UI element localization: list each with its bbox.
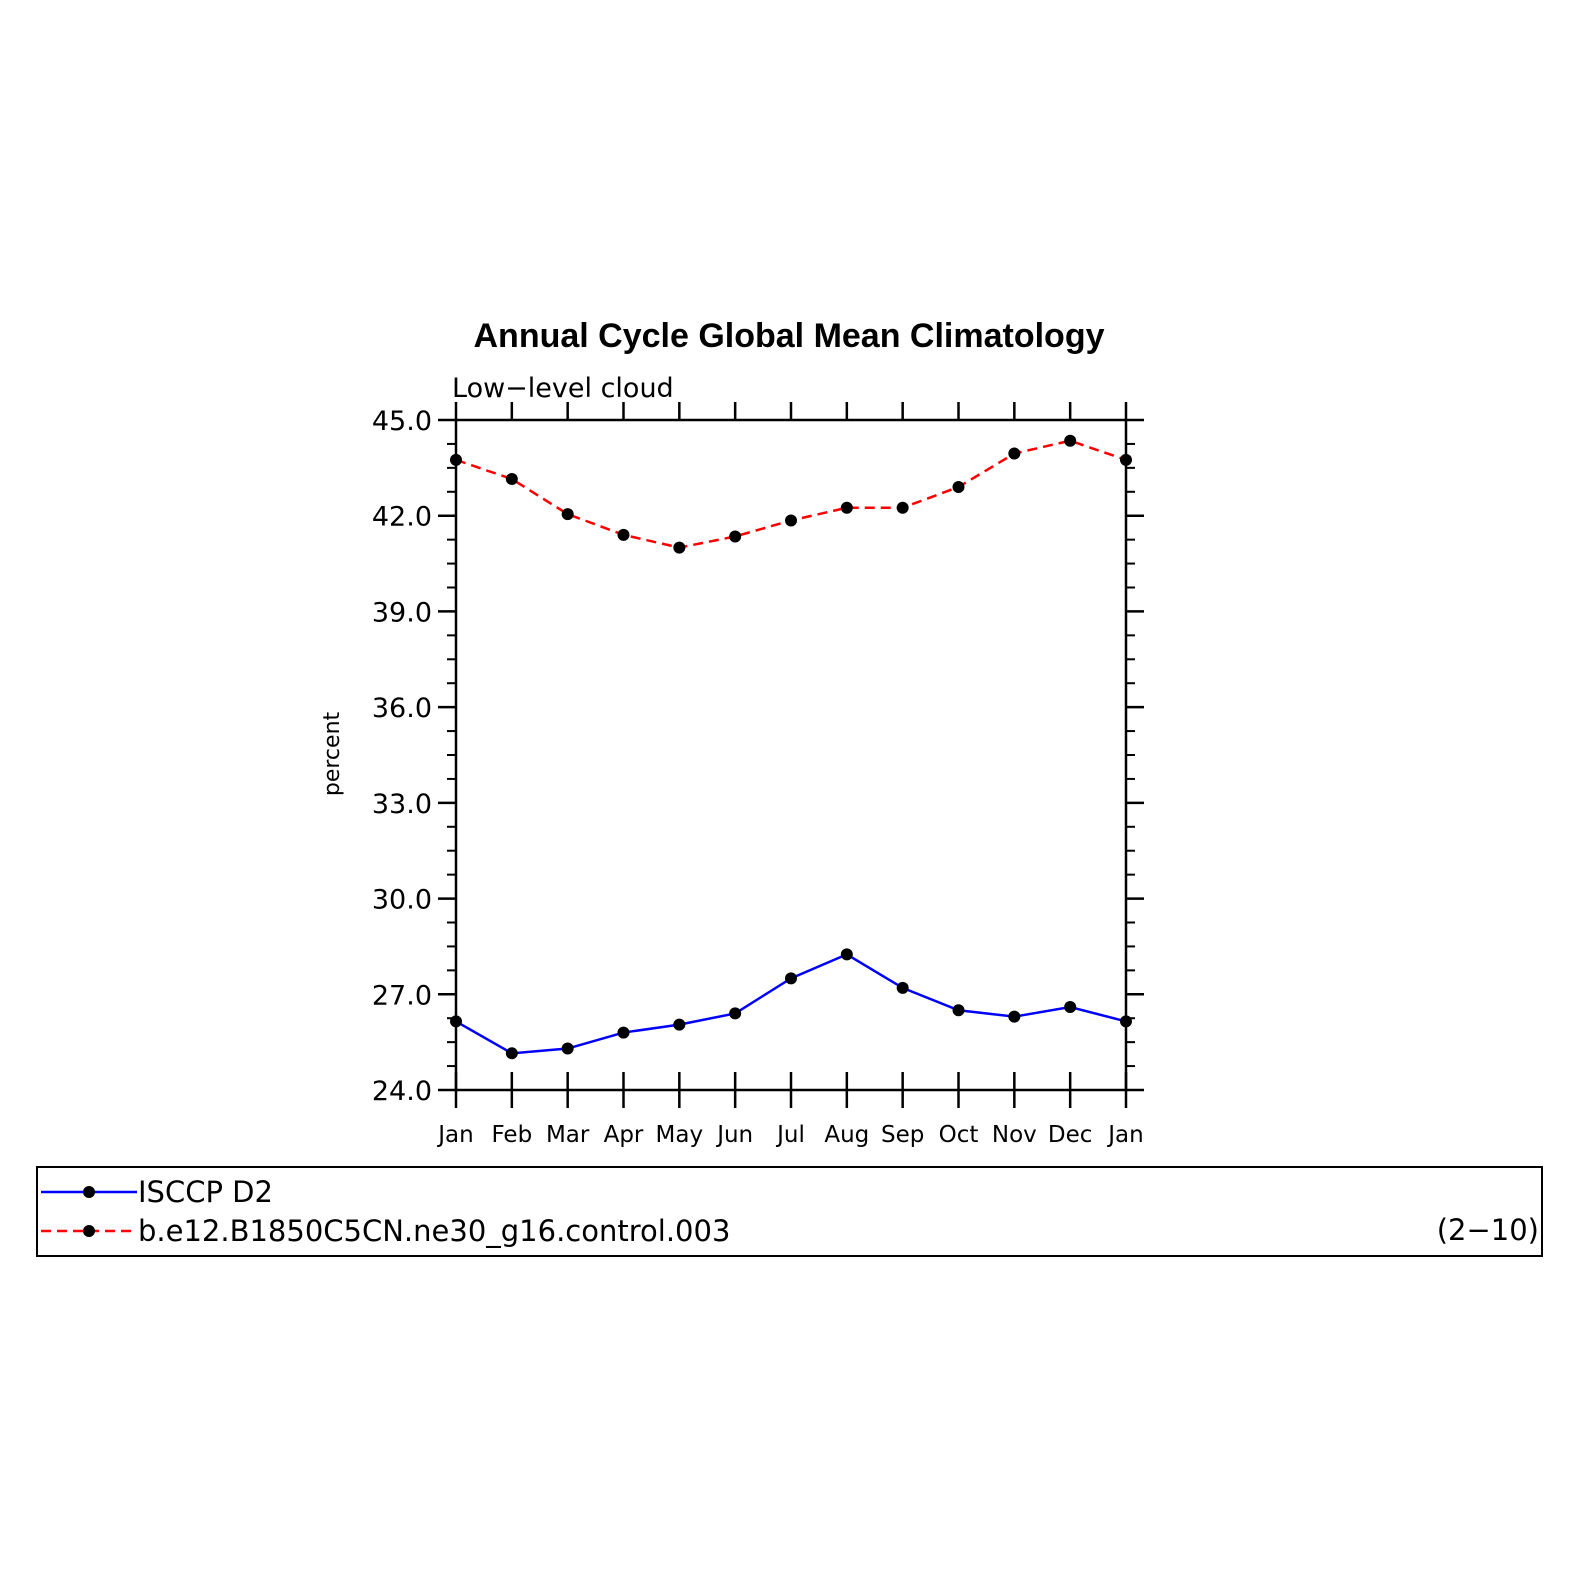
series-point-0 [505, 1047, 518, 1060]
series-point-1 [840, 501, 853, 514]
y-tick-label: 42.0 [372, 502, 432, 533]
legend-annotation: (2−10) [1437, 1213, 1539, 1247]
legend-marker-0 [83, 1186, 95, 1198]
series-layer [450, 434, 1132, 1060]
x-tick-label: Jan [436, 1122, 473, 1148]
series-point-0 [896, 981, 909, 994]
series-line-1 [455, 439, 1127, 549]
y-tick-label: 27.0 [372, 980, 432, 1011]
x-tick-label: Oct [939, 1122, 979, 1148]
series-point-1 [617, 528, 630, 541]
axes: 24.0 27.0 30.0 33.0 36.0 39.0 42.0 45.0 Jan Feb Ma… [372, 402, 1144, 1148]
y-tick-label: 45.0 [372, 406, 432, 437]
x-tick-label: Aug [824, 1122, 869, 1148]
series-point-1 [896, 501, 909, 514]
y-tick-label: 36.0 [372, 693, 432, 724]
series-point-1 [561, 508, 574, 521]
legend: ISCCP D2 b.e12.B1850C5CN.ne30_g16.control… [41, 1175, 730, 1248]
series-point-1 [1120, 453, 1132, 466]
x-tick-label: May [656, 1122, 704, 1148]
x-tick-label: Apr [604, 1122, 644, 1148]
series-point-1 [785, 514, 797, 527]
series-point-1 [729, 530, 742, 543]
x-tick-label: Dec [1048, 1122, 1093, 1148]
series-point-1 [673, 541, 686, 554]
series-point-0 [1008, 1010, 1021, 1023]
series-point-0 [952, 1004, 965, 1017]
series-point-0 [785, 972, 797, 985]
x-tick-label: Mar [546, 1122, 590, 1148]
x-tick-label: Jul [775, 1122, 805, 1148]
x-tick-label: Sep [881, 1122, 924, 1148]
chart-title: Annual Cycle Global Mean Climatology [474, 317, 1105, 355]
series-point-0 [617, 1026, 630, 1039]
series-point-1 [1008, 447, 1021, 460]
series-point-0 [561, 1042, 574, 1055]
series-point-0 [840, 948, 853, 961]
series-point-1 [1064, 434, 1077, 447]
x-tick-label: Jun [715, 1122, 753, 1148]
legend-box [36, 1166, 1543, 1257]
chart-subtitle: Low−level cloud [452, 373, 674, 404]
series-point-0 [1120, 1015, 1132, 1028]
y-tick-label: 33.0 [372, 789, 432, 820]
y-tick-label: 39.0 [372, 597, 432, 628]
series-point-1 [952, 481, 965, 493]
x-tick-label: Jan [1106, 1122, 1143, 1148]
series-point-0 [673, 1018, 686, 1031]
series-point-1 [450, 453, 462, 466]
x-tick-label: Nov [992, 1122, 1037, 1148]
y-axis-label: percent [320, 711, 345, 796]
legend-label-1: b.e12.B1850C5CN.ne30_g16.control.003 [138, 1214, 730, 1248]
series-point-1 [505, 473, 518, 486]
series-line-0 [455, 953, 1127, 1055]
legend-label-0: ISCCP D2 [138, 1175, 273, 1209]
series-point-0 [1064, 1001, 1077, 1014]
series-point-0 [729, 1007, 742, 1020]
legend-marker-1 [83, 1225, 95, 1237]
series-point-0 [450, 1015, 462, 1028]
y-tick-label: 24.0 [372, 1076, 432, 1107]
x-tick-label: Feb [491, 1122, 532, 1148]
y-tick-label: 30.0 [372, 885, 432, 916]
